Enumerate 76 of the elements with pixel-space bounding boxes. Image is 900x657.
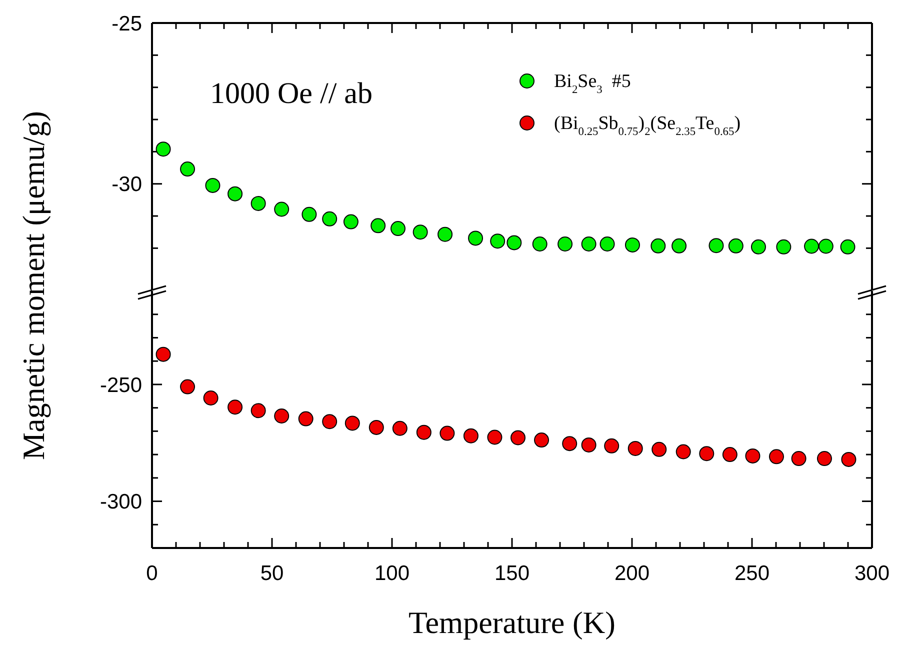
point (708, 238, 724, 254)
point (745, 448, 760, 464)
text: (Bi$_{0.25}$Sb$_{0.75}$)$_{2}$(Se$_{2.35}$Te$_{0.65}$) (554, 113, 741, 138)
x-tick-label: 150 (494, 562, 530, 585)
x-tick-label: 300 (854, 562, 890, 585)
point (532, 236, 548, 252)
point (650, 238, 666, 254)
point (776, 239, 792, 254)
point (250, 403, 266, 418)
point (676, 444, 691, 460)
point (440, 426, 455, 441)
x-tick-label: 250 (734, 562, 770, 585)
point (468, 230, 484, 246)
point (490, 234, 506, 249)
point (370, 218, 386, 234)
point (840, 239, 856, 254)
x-axis-title: Temperature (K) (408, 605, 616, 640)
point (534, 432, 550, 448)
point (390, 221, 406, 236)
point (722, 447, 738, 462)
x-tick-label: 50 (260, 562, 284, 585)
point (750, 239, 766, 254)
point (250, 196, 266, 211)
point (652, 442, 667, 457)
point (581, 437, 596, 452)
point (203, 390, 218, 406)
y-axis-title: Magnetic moment (μemu/g) (16, 111, 51, 460)
point (818, 238, 834, 254)
point (392, 420, 408, 436)
point (506, 235, 522, 250)
point (558, 236, 573, 252)
point (628, 440, 643, 456)
point (412, 224, 428, 240)
point (228, 400, 243, 415)
y-tick-label: -250 (100, 374, 142, 397)
point (600, 236, 615, 252)
x-tick-label: 200 (614, 562, 650, 585)
point (156, 346, 171, 362)
point (624, 237, 640, 252)
point (322, 211, 338, 226)
annotation: 1000 Oe // ab (210, 77, 372, 110)
point (791, 451, 806, 466)
point (180, 162, 196, 177)
point (205, 178, 220, 193)
point (322, 414, 338, 430)
y-tick-label: -300 (100, 490, 142, 514)
point (816, 451, 832, 466)
point (274, 202, 290, 217)
point (302, 206, 317, 222)
point (274, 408, 290, 424)
point (841, 452, 856, 467)
y-tick-label: -30 (112, 173, 142, 196)
point (298, 411, 314, 426)
point (156, 142, 171, 157)
point (604, 438, 620, 454)
point (368, 420, 384, 435)
point (343, 214, 358, 230)
point (728, 238, 744, 254)
point (768, 449, 784, 464)
point (416, 424, 432, 440)
x-tick-label: 0 (146, 562, 158, 585)
point (562, 436, 578, 452)
point (804, 238, 820, 254)
x-tick-label: 100 (374, 562, 410, 585)
point (487, 430, 502, 445)
point (438, 226, 453, 242)
point (699, 446, 714, 462)
point (510, 430, 526, 446)
point (672, 238, 687, 254)
y-tick-label: -25 (112, 12, 142, 36)
legend-label: Bi$_{2}$Se$_{3}$ #5 (554, 71, 631, 96)
point (180, 379, 196, 394)
point (463, 428, 478, 444)
point (228, 186, 243, 202)
point (581, 236, 596, 252)
point (344, 416, 360, 431)
